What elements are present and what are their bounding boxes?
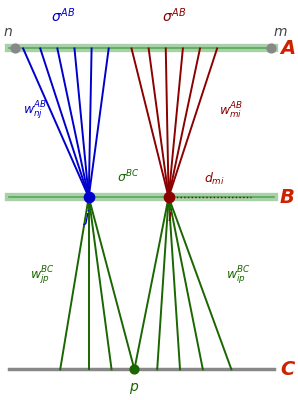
Text: $\sigma^{AB}$: $\sigma^{AB}$ xyxy=(162,6,187,25)
Text: $w_{nj}^{AB}$: $w_{nj}^{AB}$ xyxy=(23,100,47,122)
Point xyxy=(12,45,17,52)
Point xyxy=(166,194,171,200)
Text: $i$: $i$ xyxy=(167,208,173,224)
Text: A: A xyxy=(280,39,295,58)
Text: $n$: $n$ xyxy=(3,25,13,39)
Point xyxy=(269,45,274,52)
Point xyxy=(132,366,137,372)
Text: $w_{mi}^{AB}$: $w_{mi}^{AB}$ xyxy=(218,101,243,121)
Text: $m$: $m$ xyxy=(273,25,287,39)
Text: $\sigma^{AB}$: $\sigma^{AB}$ xyxy=(51,6,75,25)
Text: $d_{mi}$: $d_{mi}$ xyxy=(204,171,225,187)
Point xyxy=(86,194,91,200)
Text: B: B xyxy=(280,188,295,207)
Text: C: C xyxy=(280,360,294,379)
Text: $j$: $j$ xyxy=(83,208,91,227)
Text: $w_{ip}^{BC}$: $w_{ip}^{BC}$ xyxy=(226,264,251,286)
Text: $p$: $p$ xyxy=(129,381,139,396)
Text: $\sigma^{BC}$: $\sigma^{BC}$ xyxy=(117,169,140,186)
Text: $w_{jp}^{BC}$: $w_{jp}^{BC}$ xyxy=(30,264,55,286)
